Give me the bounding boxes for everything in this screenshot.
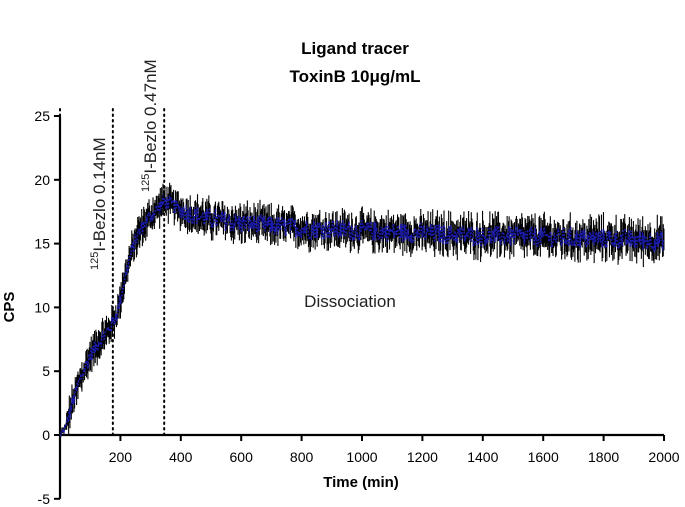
marker-label: 125I-Bezlo 0.47nM: [140, 59, 160, 192]
chart-title-line-2: ToxinB 10μg/mL: [290, 67, 421, 86]
y-tick-label: 20: [34, 172, 50, 188]
series-line: [59, 195, 665, 438]
annotations: Dissociation: [304, 292, 396, 311]
marker-label: 125I-Bezlo 0.14nM: [89, 137, 109, 270]
y-tick-label: 5: [42, 363, 50, 379]
x-tick-label: 1000: [346, 449, 377, 465]
chart-title: Ligand tracer ToxinB 10μg/mL: [290, 39, 421, 86]
event-markers: 125I-Bezlo 0.14nM 125I-Bezlo 0.47nM: [59, 59, 166, 436]
marker-label-superscript: 125: [89, 252, 101, 270]
y-tick-label: 10: [34, 299, 50, 315]
marker-label-text: I-Bezlo 0.14nM: [90, 137, 109, 251]
x-tick-label: 1200: [407, 449, 438, 465]
marker-label-superscript: 125: [140, 174, 152, 192]
x-tick-label: 1800: [588, 449, 619, 465]
y-tick-label: -5: [38, 491, 51, 507]
x-tick-label: 800: [290, 449, 314, 465]
marker-label-text: I-Bezlo 0.47nM: [141, 59, 160, 173]
x-tick-label: 400: [169, 449, 193, 465]
x-tick-label: 1400: [467, 449, 498, 465]
series-group: [59, 195, 665, 438]
y-axis-title: CPS: [1, 292, 18, 323]
y-tick-label: 0: [42, 427, 50, 443]
x-tick-label: 1600: [528, 449, 559, 465]
x-tick-label: 2000: [648, 449, 679, 465]
y-tick-label: 25: [34, 108, 50, 124]
annotation-label: Dissociation: [304, 292, 396, 311]
axes: -5 0 5 10 15 20 25 200 400 600 800 1000 1200 1400 1600…: [34, 108, 679, 507]
x-tick-label: 200: [109, 449, 133, 465]
x-axis-title: Time (min): [323, 474, 399, 491]
chart-title-line-1: Ligand tracer: [301, 39, 409, 58]
y-tick-label: 15: [34, 236, 50, 252]
x-tick-label: 600: [230, 449, 254, 465]
